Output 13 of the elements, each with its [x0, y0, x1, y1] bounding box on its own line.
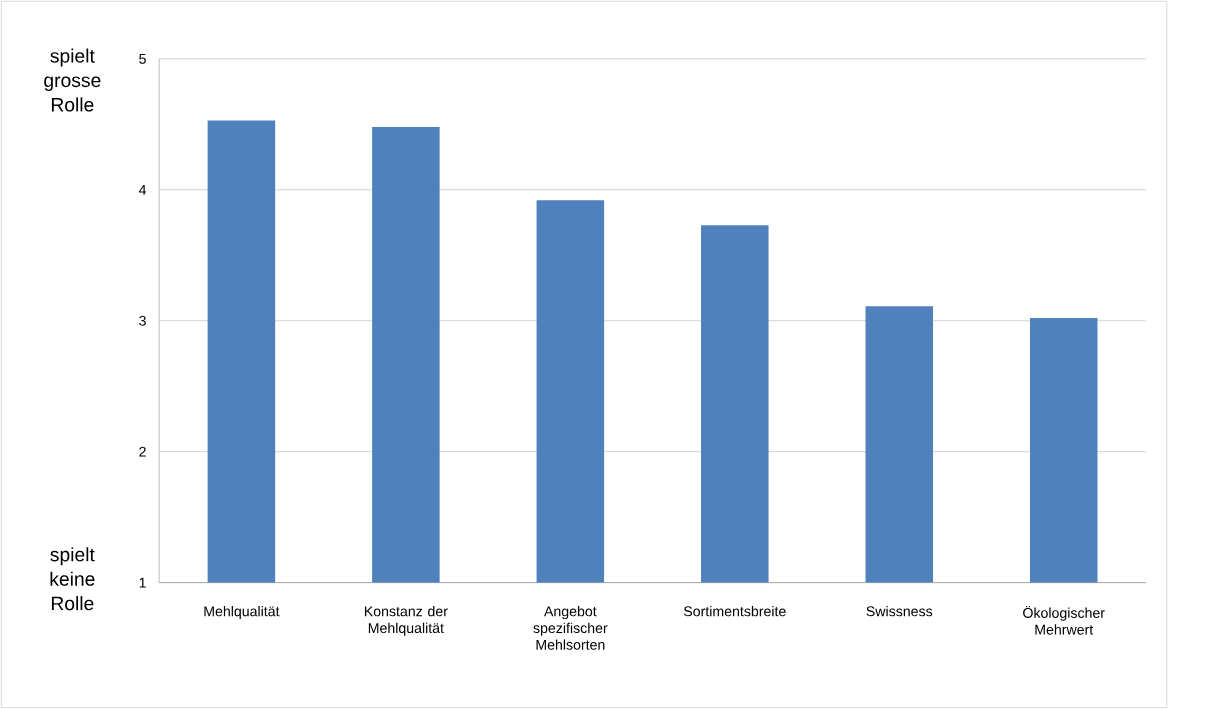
y-tick-label: 5 [139, 53, 146, 64]
text: spielt keine Rolle [50, 547, 95, 611]
x-tick-label: Konstanz der Mehlqualität [364, 605, 448, 636]
y-tick-label: 4 [138, 184, 147, 195]
y-tick-label: 2 [139, 446, 146, 457]
x-tick-label: Sortimentsbreite [683, 605, 786, 617]
x-tick-label: Swissness [866, 605, 933, 617]
x-tick-label: Ökologischer Mehrwert [1023, 605, 1105, 635]
y-tick-label: 3 [139, 315, 146, 326]
text: spielt grosse Rolle [44, 48, 101, 112]
x-tick-label: Mehlqualität [204, 605, 280, 620]
x-tick-label: Angebot spezifischer Mehlsorten [533, 605, 608, 650]
y-tick-label: 1 [139, 577, 146, 588]
